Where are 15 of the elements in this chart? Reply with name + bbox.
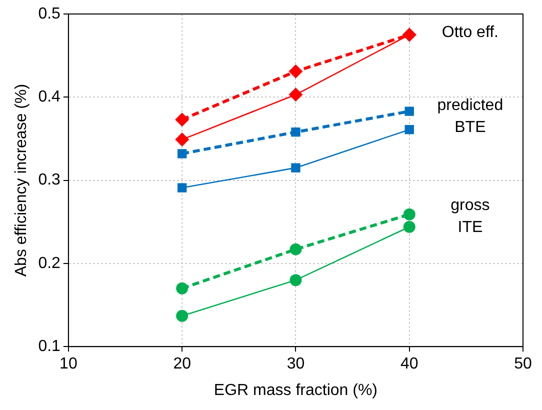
x-axis-title: EGR mass fraction (%) [214,382,378,399]
y-tick-label: 0.1 [38,338,61,356]
annotation: gross ITE [450,197,490,236]
y-tick-label: 0.5 [38,5,61,22]
x-tick-label: 10 [60,356,78,373]
annotation: Otto eff. [442,24,498,42]
y-tick-label: 0.3 [38,172,61,189]
x-tick-label: 40 [400,356,418,373]
x-tick-label: 30 [286,356,305,373]
x-tick-label: 50 [514,356,532,373]
y-tick-label: 0.4 [38,88,61,106]
y-tick-label: 0.2 [38,254,61,272]
x-tick-label: 20 [173,356,192,373]
y-axis-title: Abs efficiency increase (%) [13,84,30,277]
annotation: predicted BTE [437,96,504,136]
